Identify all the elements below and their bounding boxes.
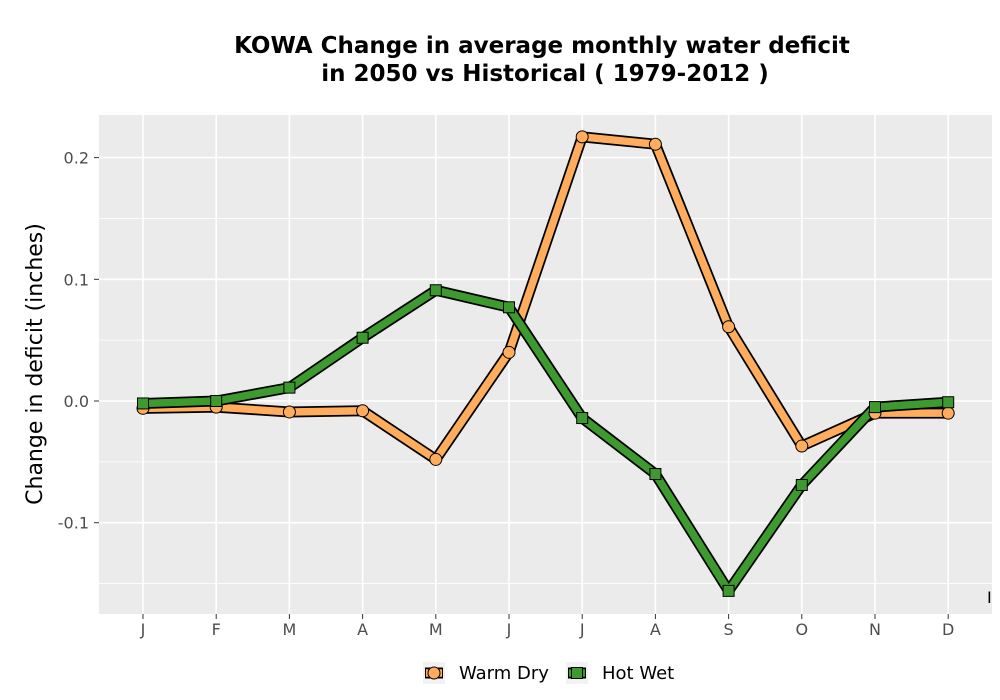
data-point	[795, 478, 808, 491]
data-point	[649, 468, 662, 481]
data-point	[869, 401, 881, 414]
data-point	[429, 452, 443, 466]
x-tick-label: M	[282, 620, 296, 639]
y-axis-title: Change in deficit (inches)	[23, 223, 48, 505]
data-point	[722, 584, 735, 597]
y-tick-label: 0.1	[64, 270, 89, 289]
data-point	[137, 397, 149, 410]
x-tick-label: J	[140, 620, 146, 639]
data-point	[795, 439, 809, 453]
y-axis-ticks: -0.1 0.0 0.1 0.2	[58, 149, 99, 533]
data-point	[942, 396, 955, 409]
x-tick-label: J	[579, 620, 585, 639]
x-tick-label: A	[357, 620, 368, 639]
data-point	[575, 130, 589, 144]
chart-title-line-1: KOWA Change in average monthly water def…	[234, 33, 850, 59]
x-tick-label: S	[724, 620, 734, 639]
legend-key-marker	[427, 666, 441, 680]
x-tick-label: D	[942, 620, 954, 639]
chart-title-line-2: in 2050 vs Historical ( 1979-2012 )	[321, 61, 768, 87]
y-tick-label: 0.0	[64, 392, 89, 411]
data-point	[210, 395, 223, 408]
x-tick-label: A	[650, 620, 661, 639]
x-tick-label: J	[506, 620, 512, 639]
data-point	[941, 406, 955, 420]
grid-lines	[99, 115, 992, 614]
data-point	[503, 301, 515, 314]
legend-key-marker	[571, 667, 583, 679]
x-tick-label: N	[869, 620, 881, 639]
y-tick-label: -0.1	[58, 514, 89, 533]
data-point	[648, 137, 662, 151]
series-layer	[136, 130, 955, 597]
y-tick-label: 0.2	[64, 149, 89, 168]
data-point	[576, 412, 589, 425]
x-tick-label: F	[212, 620, 221, 639]
data-point	[282, 405, 296, 419]
legend-label: Hot Wet	[602, 663, 674, 684]
data-point	[722, 320, 736, 334]
x-tick-label: O	[796, 620, 809, 639]
data-point	[283, 381, 296, 394]
series-line-2	[139, 286, 952, 595]
edge-label: I	[987, 588, 992, 607]
data-point	[356, 404, 370, 418]
legend-label: Warm Dry	[459, 663, 549, 684]
data-point	[429, 284, 442, 297]
data-point	[356, 331, 369, 344]
data-point	[502, 345, 516, 359]
x-tick-label: M	[429, 620, 443, 639]
legend: Warm Dry Hot Wet	[423, 662, 674, 684]
series-line-1	[139, 133, 952, 464]
